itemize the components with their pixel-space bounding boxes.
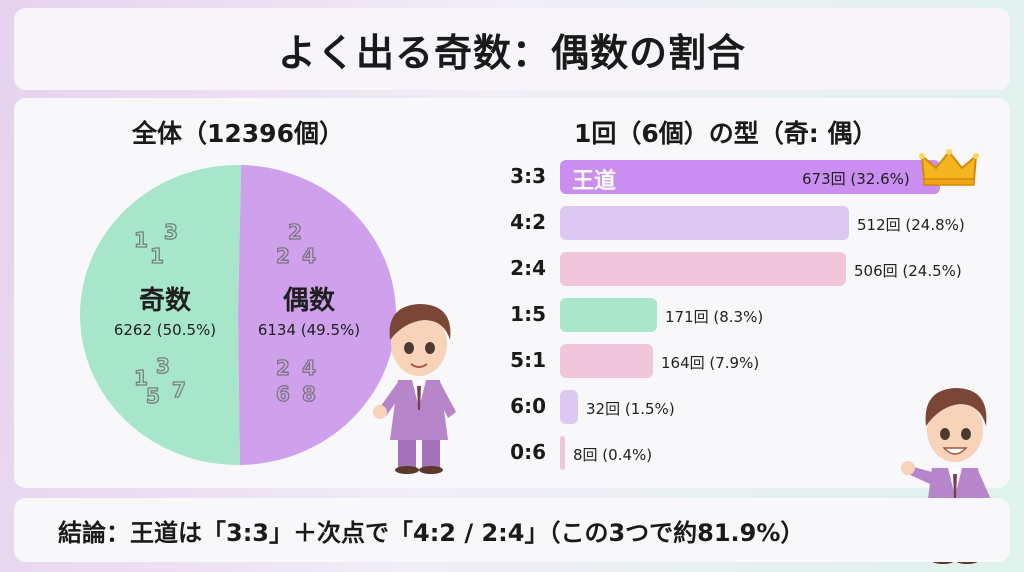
decor-digit-odd: 5 <box>145 383 160 408</box>
odd-value: 6262 (50.5%) <box>113 321 217 339</box>
decor-digit-odd: 1 <box>149 243 164 268</box>
even-value: 6134 (49.5%) <box>257 321 361 339</box>
bar-category: 0:6 <box>510 440 546 464</box>
title-card: よく出る奇数：偶数の割合 <box>14 8 1010 90</box>
bar-category: 1:5 <box>510 302 546 326</box>
pie-slice-even <box>238 165 397 465</box>
bar-row: 6:0 32回 (1.5%) <box>494 388 1014 426</box>
decor-digit-even: 4 <box>301 243 316 268</box>
odd-name: 奇数 <box>138 286 191 316</box>
crown-icon <box>919 149 979 186</box>
bar-category: 6:0 <box>510 394 546 418</box>
main-card: 全体（12396個） 1回（6個）の型（奇: 偶） 奇数 6262 (50.5%… <box>14 98 1010 488</box>
decor-digit-odd: 1 <box>133 227 148 252</box>
bar <box>560 344 653 378</box>
decor-digit-odd: 1 <box>133 365 148 390</box>
pie-slice-odd <box>80 165 242 466</box>
bar-category: 2:4 <box>510 256 546 280</box>
pie-chart <box>80 165 397 466</box>
conclusion-card: 結論：王道は「3:3」＋次点で「4:2 / 2:4」（この3つで約81.9%） <box>14 498 1010 562</box>
even-name: 偶数 <box>282 286 335 316</box>
bar-chart-title: 1回（6個）の型（奇: 偶） <box>574 119 878 148</box>
presenter-character-illustration <box>373 304 456 474</box>
pie-label-odd: 奇数 6262 (50.5%) <box>90 280 240 339</box>
bar-value-label: 171回 (8.3%) <box>665 308 764 326</box>
bar-row: 1:5 171回 (8.3%) <box>494 296 1014 334</box>
decor-digit-even: 8 <box>301 381 316 406</box>
bar-row: 4:2 512回 (24.8%) <box>494 204 1014 242</box>
bar <box>560 206 849 240</box>
bar-value-label: 673回 (32.6%) <box>802 170 910 188</box>
bar-value-label: 164回 (7.9%) <box>661 354 760 372</box>
decor-digit-even: 4 <box>301 355 316 380</box>
bar-category: 3:3 <box>510 164 546 188</box>
bar <box>560 252 846 286</box>
decor-digit-even: 6 <box>275 381 290 406</box>
bar-highlight-label: 王道 <box>572 169 617 194</box>
bar-row: 3:3 王道 673回 (32.6%) <box>494 158 1014 196</box>
bar-value-label: 506回 (24.5%) <box>854 262 962 280</box>
bar-row: 2:4 506回 (24.5%) <box>494 250 1014 288</box>
pie-label-even: 偶数 6134 (49.5%) <box>234 280 384 339</box>
bar-value-label: 32回 (1.5%) <box>586 400 675 418</box>
decor-digit-odd: 7 <box>171 377 186 402</box>
bar-row: 0:6 8回 (0.4%) <box>494 434 1014 472</box>
decor-digit-even: 2 <box>287 219 302 244</box>
bar <box>560 390 578 424</box>
decor-digit-even: 2 <box>275 243 290 268</box>
bar-category: 4:2 <box>510 210 546 234</box>
decor-digit-odd: 3 <box>163 219 178 244</box>
pie-chart-title: 全体（12396個） <box>132 119 344 148</box>
bar: 王道 <box>560 160 940 194</box>
bar-value-label: 512回 (24.8%) <box>857 216 965 234</box>
bar-row: 5:1 164回 (7.9%) <box>494 342 1014 380</box>
conclusion-text: 結論：王道は「3:3」＋次点で「4:2 / 2:4」（この3つで約81.9%） <box>58 518 805 547</box>
bar <box>560 436 565 470</box>
page-title: よく出る奇数：偶数の割合 <box>277 30 746 75</box>
bar <box>560 298 657 332</box>
bar-category: 5:1 <box>510 348 546 372</box>
decor-digit-odd: 3 <box>155 353 170 378</box>
bar-value-label: 8回 (0.4%) <box>573 446 653 464</box>
decor-digit-even: 2 <box>275 355 290 380</box>
